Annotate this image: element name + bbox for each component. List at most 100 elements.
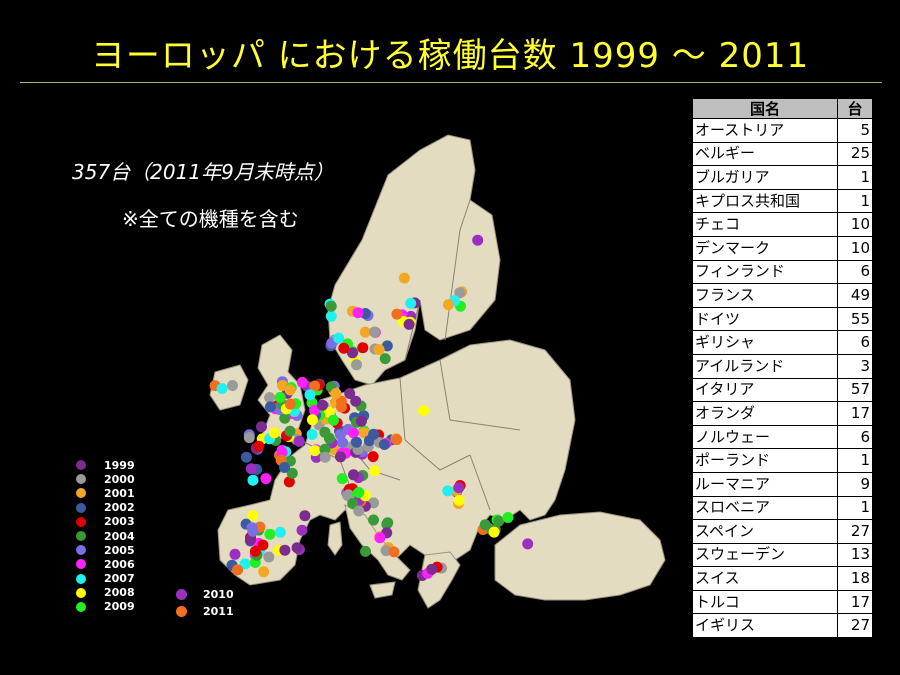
installation-dot [306,429,318,440]
legend-item: 1999 [76,458,135,472]
table-header-row: 国名 台 [692,98,873,119]
installation-dot [323,406,335,418]
table-row: ドイツ 55 [692,306,873,332]
country-cell: ベルギー [692,141,838,167]
installation-dot [274,526,286,538]
legend-year-label: 1999 [104,458,135,472]
year-legend: 1999 2000 2001 2002 2003 2004 2005 2006 2007 2008… [76,458,135,614]
table-row: ブルガリア 1 [692,165,873,190]
installation-dot [323,432,335,444]
turkey [494,511,666,601]
country-cell: ブルガリア [692,165,838,190]
installation-dot [403,318,415,330]
installation-dot [443,299,454,311]
legend-dot-icon [176,606,187,617]
installation-dot [351,436,362,448]
count-cell: 6 [837,330,873,355]
installation-dot [296,376,308,388]
table-row: ルーマニア 9 [692,471,873,497]
table-row: スウェーデン 13 [692,542,873,568]
legend-item: 2005 [76,543,135,557]
country-cell: ポーランド [692,448,838,473]
legend-year-label: 2011 [203,605,234,618]
installation-dot [239,558,251,570]
count-cell: 1 [837,165,873,190]
installation-dot [426,563,438,575]
country-cell: スウェーデン [692,542,838,568]
legend-item: 2006 [76,557,135,571]
table-row: ポーランド 1 [692,448,873,473]
count-cell: 57 [837,377,873,403]
legend-dot-icon [76,488,86,499]
installation-dot [442,485,454,497]
table-row: トルコ 17 [692,589,873,615]
installation-dot [344,388,356,399]
year-legend-2: 2010 2011 [176,586,234,620]
installation-dot [283,476,295,488]
installation-dot [232,564,244,576]
count-cell: 17 [837,401,873,426]
installation-dot [284,425,296,437]
legend-item: 2009 [76,600,135,614]
legend-item: 2001 [76,486,135,500]
count-cell: 27 [837,519,873,544]
legend-year-label: 2002 [104,501,135,515]
table-row: ギリシャ 6 [692,330,873,355]
installation-dot [309,380,321,392]
count-cell: 1 [837,495,873,521]
installation-dot [351,359,362,371]
legend-item: 2008 [76,586,135,600]
installation-dot [264,401,276,413]
installation-dot [418,405,430,416]
installation-dot [382,517,394,529]
country-cell: スイス [692,566,838,591]
legend-year-label: 2003 [104,515,135,529]
legend-dot-icon [76,474,86,485]
table-row: アイルランド 3 [692,353,873,379]
legend-item: 2011 [176,603,234,620]
installation-dot [472,234,484,246]
installation-dot [488,526,500,538]
count-cell: 10 [837,235,873,261]
legend-year-label: 2008 [104,586,135,600]
installation-dot [291,542,303,554]
country-cell: オランダ [692,401,838,426]
installation-dot [268,427,280,439]
count-cell: 25 [837,141,873,167]
count-cell: 10 [837,212,873,237]
installation-dot [245,534,257,546]
count-cell: 13 [837,542,873,568]
count-cell: 55 [837,306,873,332]
count-cell: 3 [837,353,873,379]
country-cell: キプロス共和国 [692,188,838,214]
table-row: フィンランド 6 [692,259,873,285]
installation-dot [379,353,391,365]
country-cell: フランス [692,283,838,308]
legend-year-label: 2010 [203,588,234,601]
installation-dot [493,515,505,527]
installation-dot [243,432,255,444]
country-cell: デンマーク [692,235,838,261]
count-cell: 49 [837,283,873,308]
installation-dot [319,451,331,463]
table-row: オーストリア 5 [692,118,873,143]
count-cell: 1 [837,188,873,214]
installation-dot [327,414,339,426]
installation-dot [325,310,337,322]
count-cell: 6 [837,259,873,285]
legend-year-label: 2001 [104,486,135,500]
table-row: ノルウェー 6 [692,424,873,450]
country-cell: フィンランド [692,259,838,285]
installation-dot [284,384,296,396]
country-cell: ノルウェー [692,424,838,450]
header-country: 国名 [692,98,838,119]
installation-dot [256,421,267,433]
country-cell: アイルランド [692,353,838,379]
table-row: ベルギー 25 [692,141,873,167]
legend-item: 2010 [176,586,234,603]
installation-dot [381,340,393,352]
installation-dot [279,412,291,424]
legend-dot-icon [76,460,86,471]
installation-dot [398,272,410,284]
installation-dot [369,465,381,477]
